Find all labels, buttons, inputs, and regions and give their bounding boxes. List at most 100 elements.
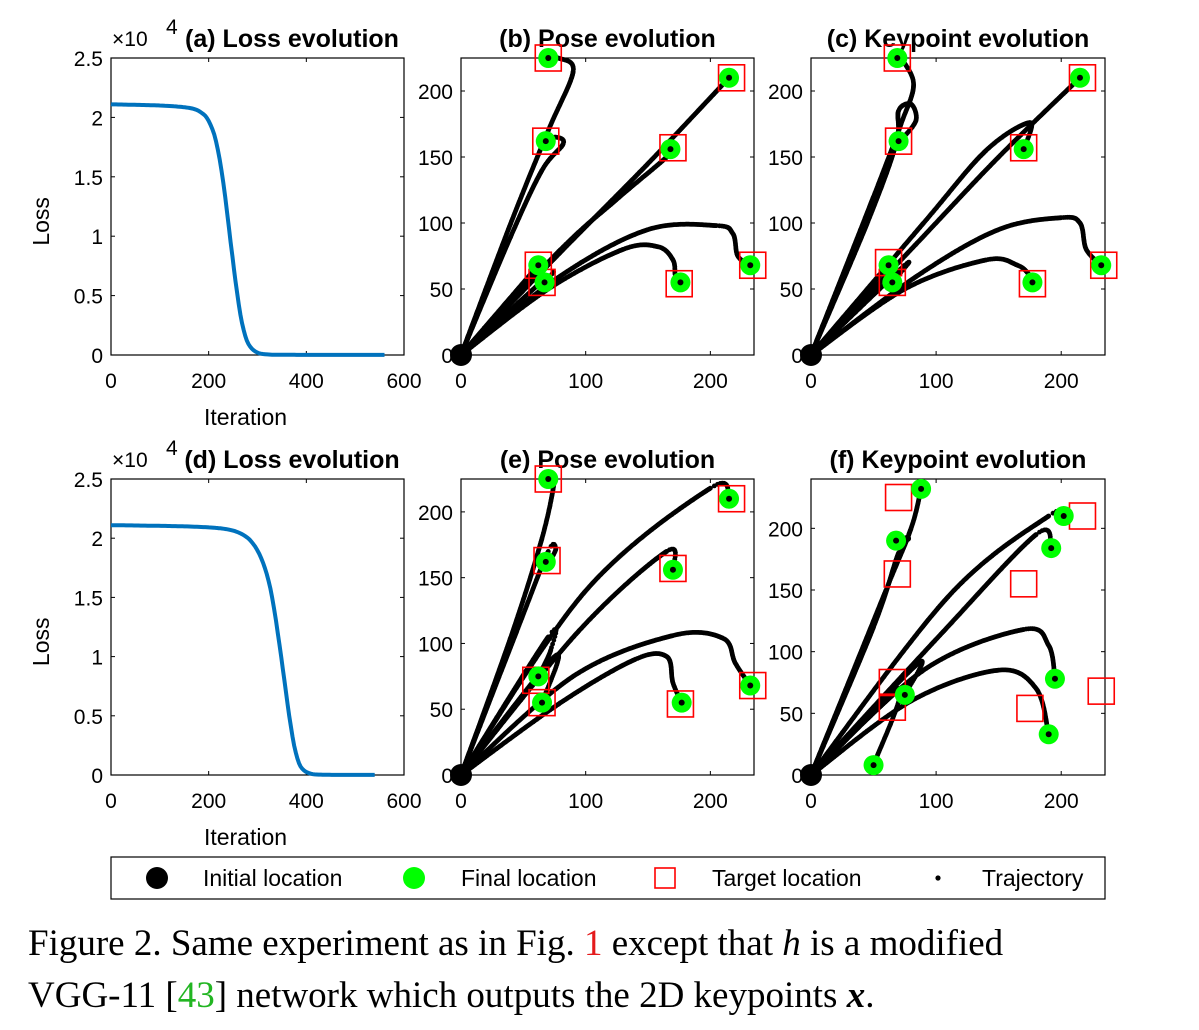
final-marker-trail — [895, 138, 902, 145]
final-marker-trail — [894, 55, 901, 61]
x-tick-label: 200 — [693, 790, 728, 813]
final-marker-trail — [1076, 74, 1083, 81]
panel-title: (a) Loss evolution — [185, 25, 399, 53]
axes-box — [110, 478, 405, 776]
panel-d: 0 200 400 600 0 0.5 1 1.5 2 2.5 ×10 4 (d) Loss evolu… — [28, 437, 422, 850]
x-tick-label: 0 — [455, 370, 467, 393]
y-tick-label: 0 — [441, 345, 453, 368]
y-tick-label: 50 — [780, 279, 803, 302]
target-marker — [717, 64, 746, 92]
target-marker — [534, 44, 563, 72]
y-axis-label: Loss — [28, 197, 54, 246]
panel-title: (b) Pose evolution — [499, 25, 716, 53]
y-exponent-power: 4 — [166, 16, 178, 39]
y-tick-label: 100 — [768, 213, 803, 236]
x-tick-label: 200 — [191, 370, 226, 393]
y-tick-label: 0.5 — [74, 286, 103, 309]
y-tick-label: 2 — [91, 528, 103, 551]
y-tick-label: 50 — [430, 279, 453, 302]
x-tick-label: 0 — [105, 370, 117, 393]
y-tick-label: 200 — [768, 81, 803, 104]
y-exponent-base: ×10 — [112, 28, 148, 51]
final-marker-trail — [885, 262, 892, 269]
trajectory — [458, 75, 732, 358]
axes-box — [810, 57, 1106, 356]
final-marker-trail — [1098, 262, 1105, 269]
final-marker-trail — [1029, 279, 1036, 286]
y-tick-label: 0 — [791, 345, 803, 368]
panel-a: 0 200 400 600 0 0.5 1 1.5 2 2.5 ×10 4 (a) Loss evolu… — [28, 16, 422, 430]
initial-marker — [450, 344, 472, 366]
y-exponent-base: ×10 — [112, 449, 148, 472]
trajectory — [808, 55, 916, 358]
y-tick-label: 2.5 — [74, 469, 103, 492]
x-tick-label: 400 — [289, 370, 324, 393]
final-marker-trail — [726, 74, 733, 81]
trajectory — [808, 214, 1104, 358]
x-tick-label: 100 — [919, 370, 954, 393]
x-tick-label: 0 — [105, 790, 117, 813]
panel-title: (e) Pose evolution — [500, 446, 715, 474]
x-tick-label: 600 — [386, 370, 421, 393]
final-marker-trail — [677, 279, 684, 286]
trajectory — [458, 480, 732, 778]
final-marker-trail — [541, 279, 548, 286]
x-tick-label: 200 — [1044, 370, 1079, 393]
y-tick-label: 150 — [418, 568, 453, 591]
y-exponent-power: 4 — [166, 437, 178, 460]
y-tick-label: 2 — [91, 107, 103, 130]
final-marker-trail — [1020, 146, 1027, 153]
target-marker — [738, 251, 767, 280]
y-tick-label: 100 — [418, 213, 453, 236]
y-tick-label: 200 — [418, 502, 453, 525]
axes-box — [460, 57, 755, 356]
trajectory — [458, 134, 567, 358]
x-tick-label: 400 — [289, 790, 324, 813]
trajectory — [458, 242, 683, 358]
panel-c: 0 100 200 0 50 100 150 200 (c) Keypoint evolutio… — [768, 25, 1118, 393]
y-tick-label: 200 — [418, 81, 453, 104]
y-tick-label: 1 — [91, 226, 103, 249]
y-tick-label: 150 — [768, 147, 803, 170]
x-axis-label: Iteration — [204, 404, 287, 430]
y-tick-label: 1.5 — [74, 167, 103, 190]
y-exponent: ×10 4 — [112, 437, 178, 472]
y-tick-label: 100 — [418, 633, 453, 656]
final-marker-trail — [535, 262, 542, 269]
y-tick-label: 0.5 — [74, 706, 103, 729]
x-tick-label: 100 — [568, 370, 603, 393]
x-tick-label: 100 — [568, 790, 603, 813]
final-marker-trail — [545, 55, 552, 61]
y-tick-label: 1.5 — [74, 587, 103, 610]
y-tick-label: 150 — [418, 147, 453, 170]
final-marker-trail — [667, 146, 674, 153]
x-tick-label: 200 — [693, 370, 728, 393]
panel-title: (c) Keypoint evolution — [827, 25, 1090, 53]
y-tick-label: 0 — [91, 765, 103, 788]
target-marker — [659, 133, 687, 162]
y-tick-label: 1 — [91, 647, 103, 670]
final-marker-trail — [542, 138, 549, 145]
y-exponent: ×10 4 — [112, 16, 178, 51]
panel-title: (d) Loss evolution — [184, 446, 399, 474]
y-axis-label: Loss — [28, 618, 54, 667]
loss-curve — [111, 523, 375, 777]
trajectory — [808, 75, 1083, 358]
final-marker-trail — [889, 279, 896, 286]
loss-curve — [110, 102, 385, 357]
x-tick-label: 200 — [191, 790, 226, 813]
x-tick-label: 600 — [386, 790, 421, 813]
y-tick-label: 50 — [430, 699, 453, 722]
x-tick-label: 0 — [805, 370, 817, 393]
initial-marker — [800, 344, 822, 366]
y-tick-label: 0 — [91, 345, 103, 368]
panel-b: 0 100 200 0 50 100 150 200 (b) Pose evolution — [418, 25, 767, 393]
trajectory — [458, 546, 678, 778]
target-marker — [665, 269, 693, 298]
axes-box — [110, 57, 405, 356]
x-tick-label: 0 — [455, 790, 467, 813]
y-tick-label: 2.5 — [74, 48, 103, 71]
x-axis-label: Iteration — [204, 824, 287, 850]
